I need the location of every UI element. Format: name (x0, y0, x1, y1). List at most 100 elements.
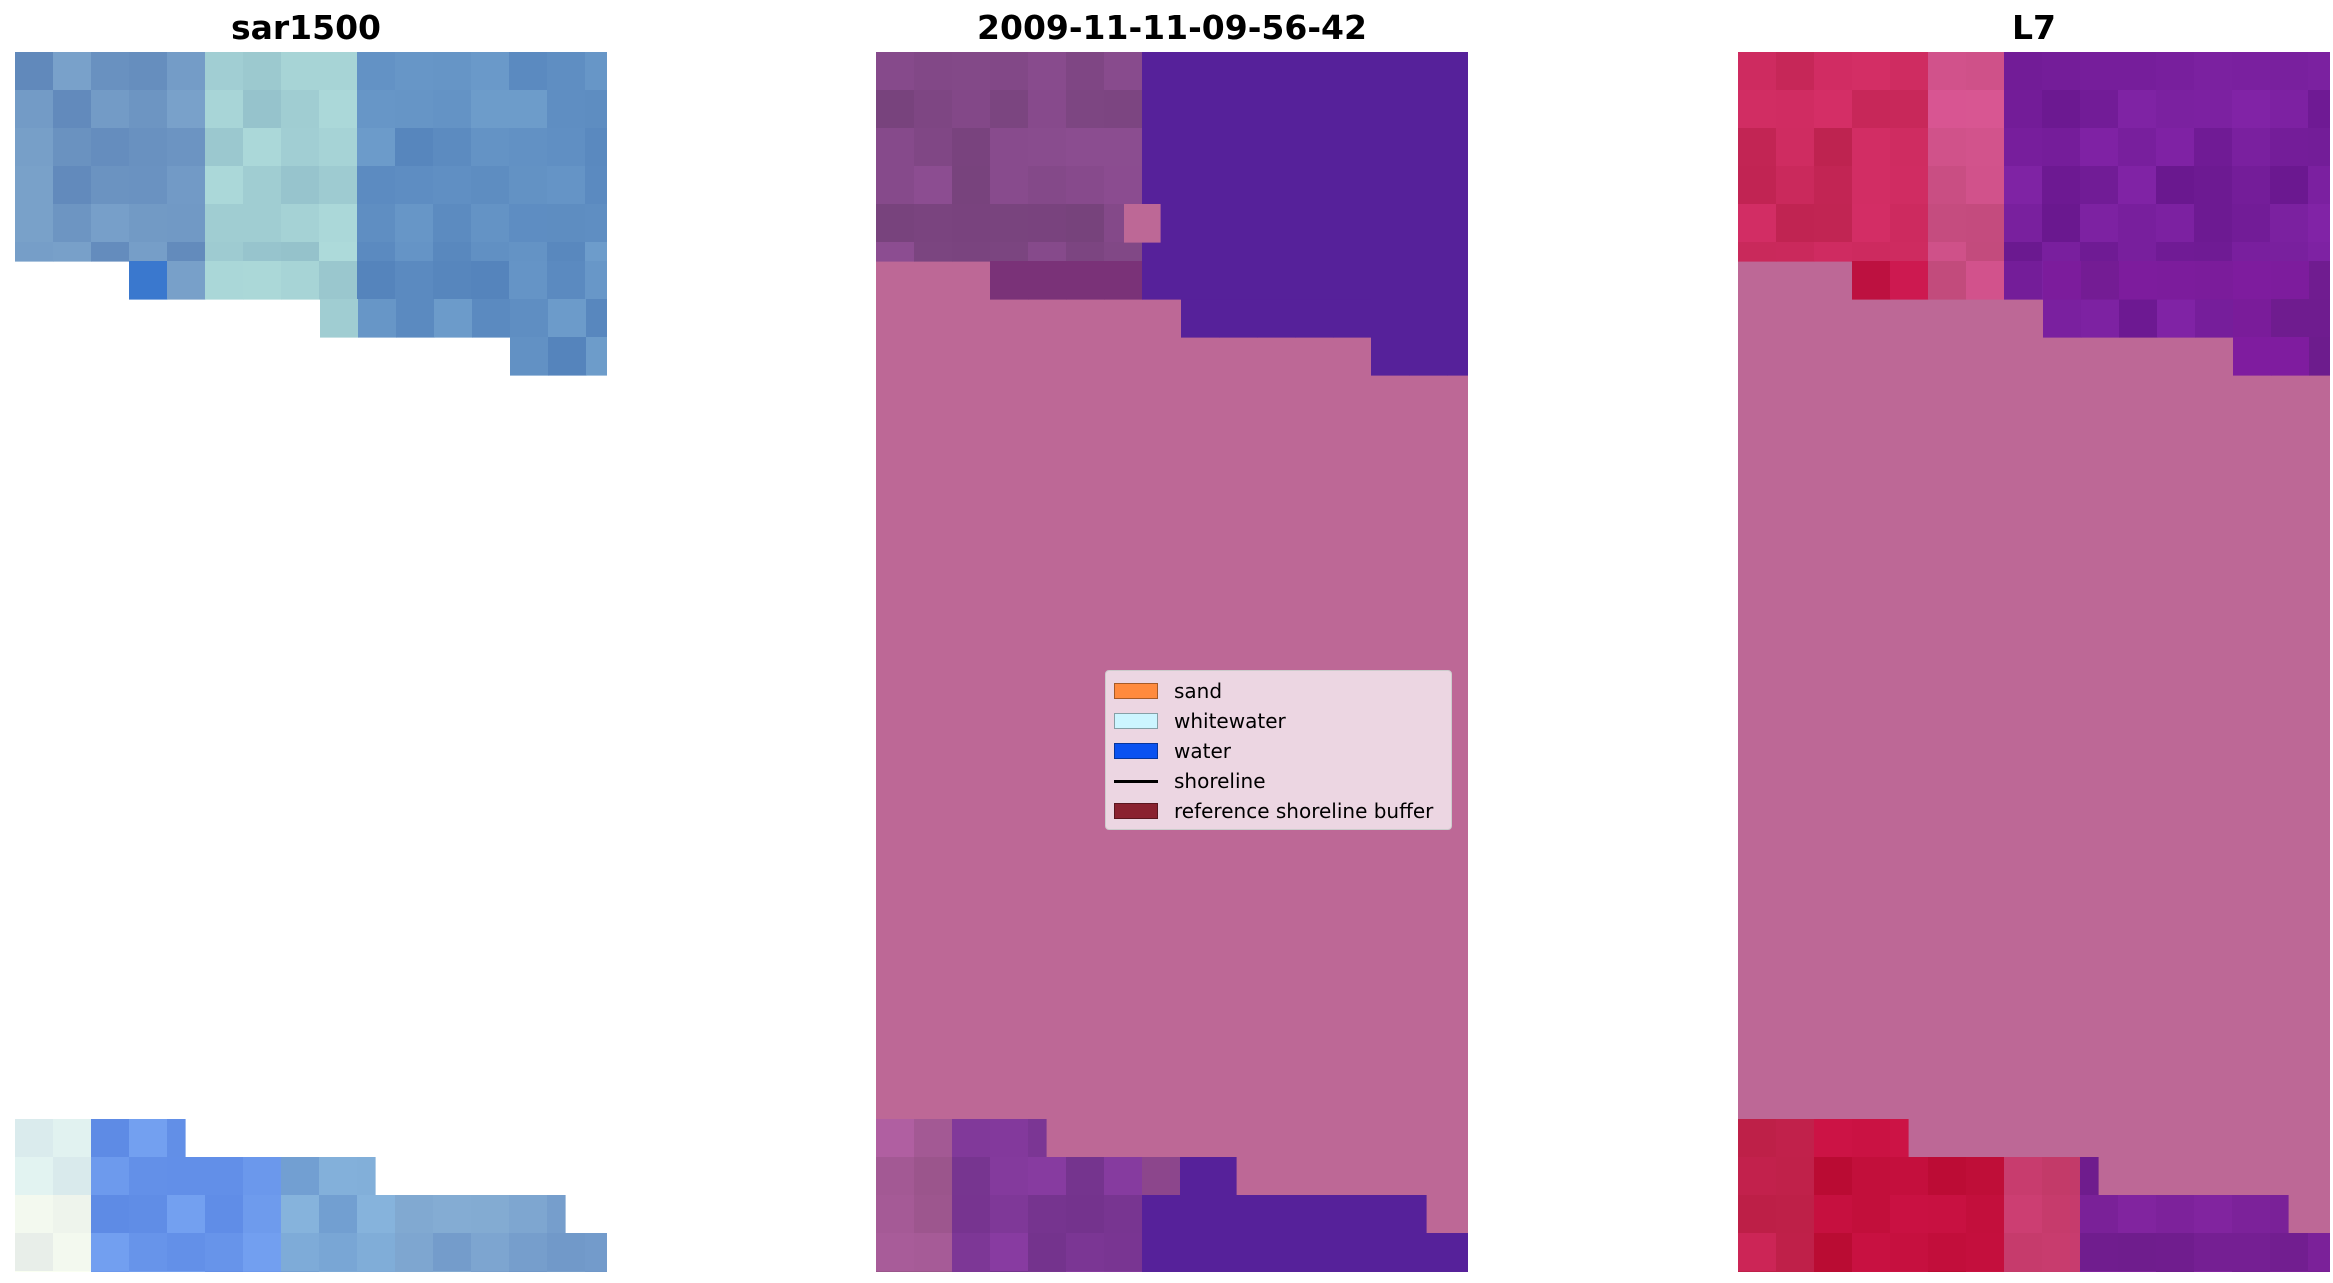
rgb-pixel (320, 299, 359, 338)
index-pixel (2270, 204, 2309, 243)
panel-title-rgb: sar1500 (230, 8, 382, 47)
index-pixel (1852, 261, 1891, 300)
classified-pixel (1066, 128, 1105, 167)
rgb-pixel (319, 1271, 358, 1272)
legend-label-sand: sand (1174, 679, 1223, 703)
rgb-pixel (585, 1271, 607, 1272)
rgb-pixel (471, 166, 510, 205)
rgb-pixel (243, 166, 282, 205)
sand-swatch (1114, 683, 1158, 699)
panel-title-classified: 2009-11-11-09-56-42 (977, 8, 1367, 47)
classified-pixel (1180, 242, 1219, 262)
classified-pixel (1142, 261, 1181, 300)
rgb-pixel (433, 1195, 472, 1234)
index-pixel (1852, 1157, 1891, 1196)
index-pixel (2080, 1195, 2119, 1234)
rgb-pixel (357, 1233, 396, 1272)
index-pixel (1738, 90, 1777, 129)
index-pixel (2194, 90, 2233, 129)
index-pixel (1814, 128, 1853, 167)
rgb-pixel (205, 1233, 244, 1272)
classified-pixel (990, 166, 1029, 205)
classified-pixel (876, 1157, 915, 1196)
classified-pixel (1257, 299, 1296, 338)
rgb-pixel (91, 1195, 130, 1234)
index-pixel (2232, 1271, 2271, 1272)
classified-pixel (1295, 261, 1334, 300)
index-pixel (1776, 128, 1815, 167)
index-pixel (1928, 166, 1967, 205)
index-pixel (2004, 204, 2043, 243)
index-pixel (2004, 1271, 2043, 1272)
rgb-pixel (53, 128, 92, 167)
index-pixel (2004, 90, 2043, 129)
index-pixel (2232, 166, 2271, 205)
classified-pixel (1180, 204, 1219, 243)
rgb-pixel (471, 1233, 510, 1272)
index-pixel (2118, 1233, 2157, 1272)
legend-label-whitewater: whitewater (1174, 709, 1286, 733)
rgb-pixel (281, 1233, 320, 1272)
index-pixel (2004, 1195, 2043, 1234)
classified-pixel (1294, 90, 1333, 129)
classified-pixel (1028, 90, 1067, 129)
classified-pixel (1256, 90, 1295, 129)
classified-image-panel (876, 52, 1468, 1272)
classified-pixel (1256, 204, 1295, 243)
classified-pixel (1028, 1157, 1067, 1196)
rgb-pixel (319, 90, 358, 129)
index-pixel (1928, 1233, 1967, 1272)
rgb-pixel (395, 261, 434, 300)
rgb-pixel (167, 1271, 206, 1272)
legend: sand whitewater water shoreline referenc… (1105, 670, 1452, 830)
classified-pixel (876, 128, 915, 167)
index-pixel (2157, 261, 2196, 300)
index-pixel (1776, 1157, 1815, 1196)
index-pixel (2042, 1195, 2081, 1234)
rgb-pixel (509, 1233, 548, 1272)
classified-pixel (1124, 204, 1161, 243)
index-pixel (1928, 242, 1967, 262)
index-pixel (1776, 242, 1815, 262)
classified-pixel (1371, 337, 1410, 376)
rgb-pixel (319, 1195, 358, 1234)
index-pixel (1928, 204, 1967, 243)
rgb-pixel (357, 52, 396, 91)
rgb-pixel (129, 242, 168, 262)
index-pixel (1738, 1271, 1777, 1272)
classified-pixel (1218, 242, 1257, 262)
rgb-pixel (585, 204, 607, 243)
classified-pixel (1028, 1119, 1047, 1158)
rgb-pixel (319, 128, 358, 167)
rgb-pixel (205, 261, 244, 300)
rgb-pixel (509, 166, 548, 205)
classified-pixel (1142, 166, 1181, 205)
index-pixel (2270, 52, 2309, 91)
rgb-pixel (471, 204, 510, 243)
classified-pixel (1028, 52, 1067, 91)
classified-pixel (1219, 299, 1258, 338)
index-pixel (1814, 1233, 1853, 1272)
index-pixel (1852, 128, 1891, 167)
rgb-pixel (433, 128, 472, 167)
index-pixel (2080, 90, 2119, 129)
index-pixel (1738, 242, 1777, 262)
classified-pixel (1256, 242, 1295, 262)
classified-pixel (1446, 204, 1468, 243)
classified-pixel (1219, 261, 1258, 300)
index-pixel (2309, 337, 2330, 376)
index-pixel (2232, 90, 2271, 129)
classified-pixel (1332, 52, 1371, 91)
index-pixel (2004, 52, 2043, 91)
index-pixel (2080, 242, 2119, 262)
index-pixel (1776, 1271, 1815, 1272)
classified-pixel (1066, 204, 1105, 243)
classified-pixel (1408, 128, 1447, 167)
index-pixel (2271, 337, 2310, 376)
index-pixel (1966, 204, 2005, 243)
classified-pixel (952, 242, 991, 262)
classified-pixel (1370, 1271, 1409, 1272)
classified-pixel (1180, 1271, 1219, 1272)
legend-item-shoreline: shoreline (1112, 769, 1266, 793)
index-pixel (2080, 1271, 2119, 1272)
